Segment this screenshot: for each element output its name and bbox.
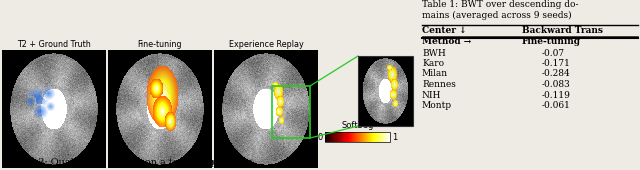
Text: -0.07: -0.07 [542,48,565,57]
Text: milan: milan [187,158,214,167]
Text: BWH: BWH [422,48,445,57]
Text: T2 + Ground Truth: T2 + Ground Truth [17,40,91,49]
Text: Rennes: Rennes [422,80,456,89]
Text: -0.061: -0.061 [542,101,571,110]
Text: -0.284: -0.284 [542,70,571,79]
Text: Fine-tuning: Fine-tuning [522,37,581,46]
Text: Experience Replay: Experience Replay [228,40,303,49]
Text: Method →: Method → [422,37,471,46]
Text: Montp: Montp [422,101,452,110]
Text: center.: center. [204,158,241,167]
Text: NIH: NIH [422,90,442,99]
Text: Karo: Karo [422,59,444,68]
Text: Milan: Milan [422,70,448,79]
Text: SoftSeg: SoftSeg [341,121,374,130]
Text: Fine-tuning: Fine-tuning [138,40,182,49]
Text: 0: 0 [317,132,323,141]
Text: -0.083: -0.083 [542,80,571,89]
Text: -0.119: -0.119 [542,90,571,99]
Text: -0.171: -0.171 [542,59,571,68]
Text: Table 1: BWT over descending do-
mains (averaged across 9 seeds): Table 1: BWT over descending do- mains (… [422,0,579,20]
Text: Center ↓: Center ↓ [422,26,467,35]
Text: 1: 1 [392,132,397,141]
Text: Figure 3: Qualitative results on a test sample from: Figure 3: Qualitative results on a test … [2,158,255,167]
Text: Backward Trans: Backward Trans [522,26,603,35]
